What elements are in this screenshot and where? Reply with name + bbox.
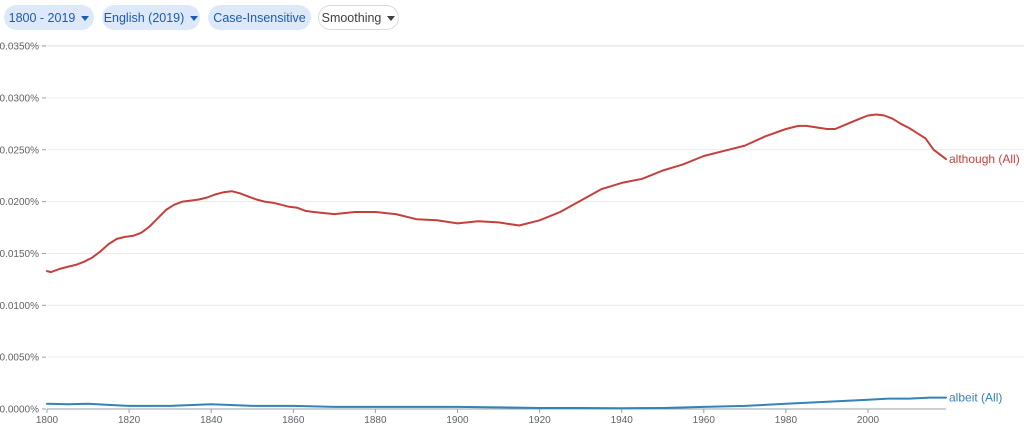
smoothing-dropdown[interactable]: Smoothing <box>318 5 399 30</box>
y-tick-label: 0.0050% <box>0 353 39 364</box>
chevron-down-icon <box>387 16 396 21</box>
toolbar: 1800 - 2019 English (2019) Case-Insensit… <box>0 0 1024 46</box>
x-tick-label: 2000 <box>857 415 880 425</box>
x-tick-label: 1900 <box>446 415 469 425</box>
x-tick-label: 1860 <box>282 415 305 425</box>
axes: 0.0000% 0.0050% 0.0100% 0.0150% 0.0200% 0.025… <box>0 42 946 425</box>
y-tick-label: 0.0000% <box>0 405 39 416</box>
x-tick-label: 1880 <box>364 415 387 425</box>
y-tick-label: 0.0350% <box>0 42 39 53</box>
x-tick-label: 1840 <box>200 415 223 425</box>
corpus-label: English (2019) <box>103 10 185 25</box>
year-range-dropdown[interactable]: 1800 - 2019 <box>4 5 94 30</box>
x-tick-label: 1980 <box>775 415 798 425</box>
year-range-label: 1800 - 2019 <box>8 10 76 25</box>
series-line-although[interactable] <box>46 113 947 274</box>
y-tick-label: 0.0200% <box>0 197 39 208</box>
y-tick-label: 0.0300% <box>0 93 39 104</box>
series-lines[interactable] <box>46 113 947 410</box>
x-tick-label: 1920 <box>528 415 551 425</box>
gridlines <box>47 45 1024 358</box>
x-tick-label: 1940 <box>611 415 634 425</box>
series-label-although: although (All) <box>949 152 1020 166</box>
y-tick-label: 0.0100% <box>0 301 39 312</box>
y-tick-label: 0.0250% <box>0 145 39 156</box>
series-label-albeit: albeit (All) <box>949 391 1002 405</box>
series-labels: although (All) albeit (All) <box>949 152 1020 404</box>
case-mode-label: Case-Insensitive <box>213 10 306 25</box>
chevron-down-icon <box>190 16 199 21</box>
chevron-down-icon <box>81 16 90 21</box>
x-tick-label: 1800 <box>36 415 59 425</box>
case-insensitive-toggle[interactable]: Case-Insensitive <box>208 5 311 30</box>
x-tick-label: 1960 <box>693 415 716 425</box>
corpus-dropdown[interactable]: English (2019) <box>102 5 200 30</box>
x-tick-label: 1820 <box>118 415 141 425</box>
y-tick-label: 0.0150% <box>0 249 39 260</box>
series-line-albeit[interactable] <box>46 396 947 410</box>
smoothing-label: Smoothing <box>321 10 382 25</box>
